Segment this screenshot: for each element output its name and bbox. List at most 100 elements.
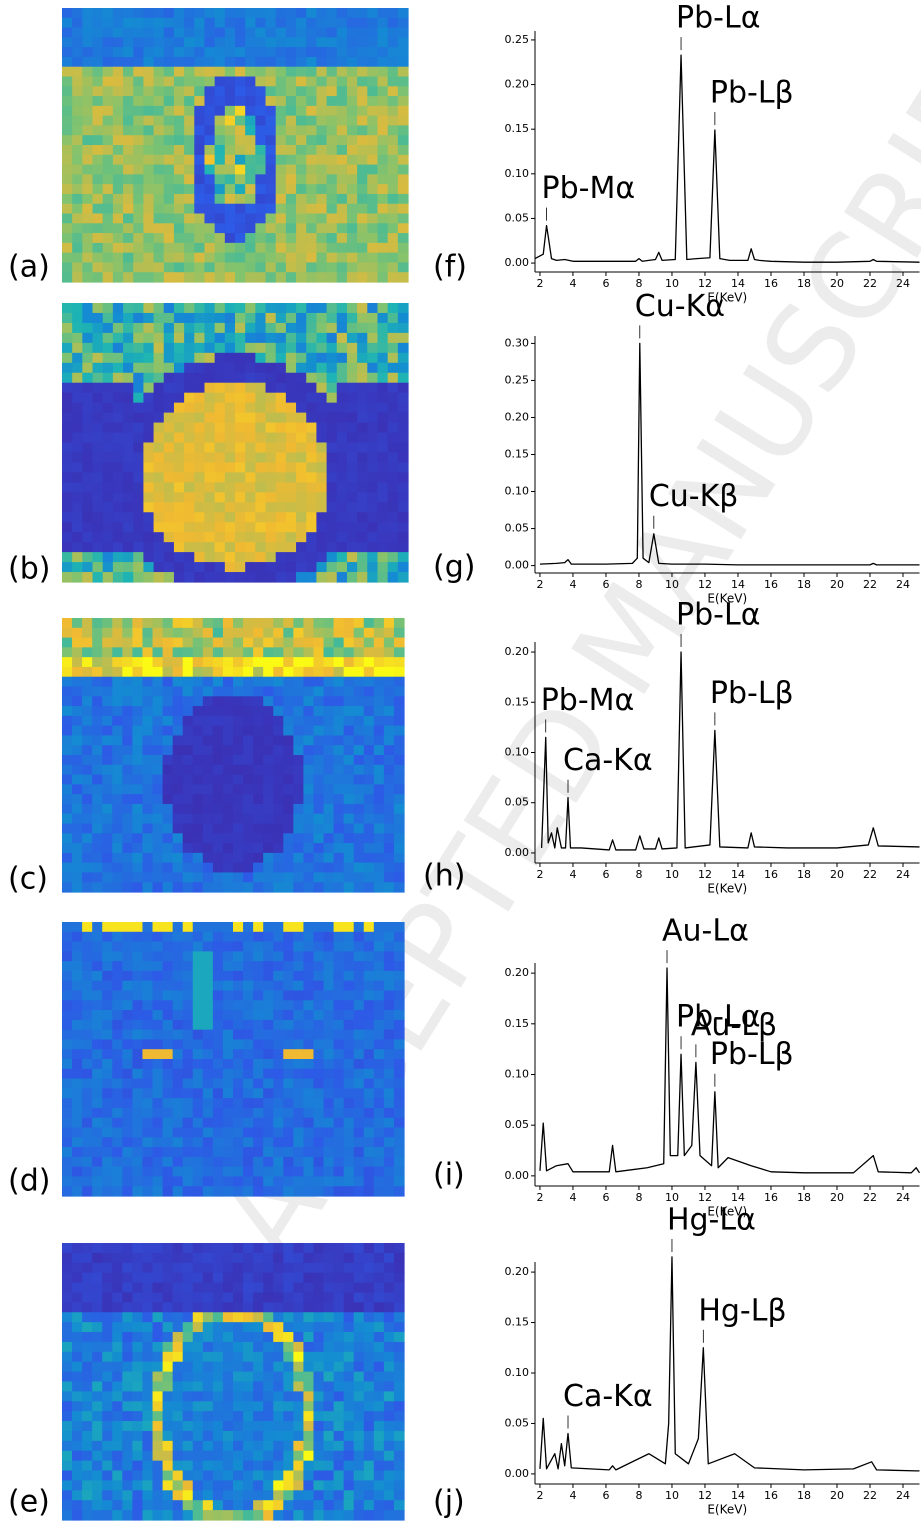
heatmap-cell bbox=[324, 1500, 335, 1510]
heatmap-cell bbox=[266, 174, 277, 184]
heatmap-cell bbox=[354, 1312, 365, 1322]
heatmap-cell bbox=[377, 106, 388, 116]
heatmap-cell bbox=[82, 96, 93, 106]
heatmap-cell bbox=[293, 638, 304, 648]
heatmap-cell bbox=[204, 262, 215, 272]
heatmap-cell bbox=[92, 991, 103, 1001]
heatmap-cell bbox=[398, 253, 409, 263]
heatmap-cell bbox=[273, 1490, 284, 1500]
heatmap-cell bbox=[62, 726, 73, 736]
heatmap-cell bbox=[357, 303, 368, 314]
y-tick-label: 0.15 bbox=[505, 695, 530, 708]
heatmap-cell bbox=[213, 765, 224, 775]
heatmap-cell bbox=[215, 512, 226, 523]
heatmap-cell bbox=[388, 562, 399, 573]
heatmap-cell bbox=[303, 824, 314, 834]
heatmap-cell bbox=[122, 863, 133, 873]
heatmap-cell bbox=[102, 1108, 113, 1118]
heatmap-cell bbox=[364, 1382, 375, 1392]
heatmap-cell bbox=[183, 638, 194, 648]
heatmap-cell bbox=[316, 423, 327, 434]
heatmap-cell bbox=[143, 502, 154, 513]
heatmap-cell bbox=[374, 1098, 385, 1108]
heatmap-cell bbox=[394, 1118, 405, 1128]
heatmap-cell bbox=[273, 1108, 284, 1118]
heatmap-cell bbox=[133, 106, 144, 116]
heatmap-cell bbox=[153, 696, 164, 706]
heatmap-cell bbox=[213, 775, 224, 785]
heatmap-cell bbox=[193, 1176, 204, 1186]
heatmap-cell bbox=[223, 687, 234, 697]
x-tick-label: 2 bbox=[536, 578, 543, 591]
heatmap-cell bbox=[132, 1049, 143, 1059]
heatmap-cell bbox=[122, 1118, 133, 1128]
heatmap-cell bbox=[153, 716, 164, 726]
heatmap-cell bbox=[223, 1253, 234, 1263]
heatmap-cell bbox=[384, 1342, 395, 1352]
heatmap-cell bbox=[255, 135, 266, 145]
heatmap-cell bbox=[283, 833, 294, 843]
heatmap-cell bbox=[204, 86, 215, 96]
heatmap-cell bbox=[142, 1069, 153, 1079]
heatmap-cell bbox=[233, 1352, 244, 1362]
heatmap-cell bbox=[193, 1059, 204, 1069]
heatmap-cell bbox=[203, 1362, 214, 1372]
heatmap-cell bbox=[235, 57, 246, 67]
heatmap-cell bbox=[193, 1490, 204, 1500]
heatmap-cell bbox=[183, 1382, 194, 1392]
heatmap-cell bbox=[132, 784, 143, 794]
heatmap-cell bbox=[113, 262, 124, 272]
heatmap-cell bbox=[62, 253, 73, 263]
heatmap-cell bbox=[243, 1322, 254, 1332]
heatmap-cell bbox=[293, 1342, 304, 1352]
heatmap-cell bbox=[398, 214, 409, 224]
heatmap-cell bbox=[213, 638, 224, 648]
heatmap-cell bbox=[174, 373, 185, 384]
heatmap-cell bbox=[223, 882, 234, 892]
heatmap-cell bbox=[164, 86, 175, 96]
heatmap-cell bbox=[72, 804, 83, 814]
heatmap-cell bbox=[113, 57, 124, 67]
heatmap-cell bbox=[174, 522, 185, 533]
heatmap-cell bbox=[344, 824, 355, 834]
heatmap-cell bbox=[62, 562, 73, 573]
heatmap-cell bbox=[153, 824, 164, 834]
heatmap-cell bbox=[173, 657, 184, 667]
heatmap-cell bbox=[122, 1157, 133, 1167]
heatmap-cell bbox=[213, 1147, 224, 1157]
heatmap-cell bbox=[173, 765, 184, 775]
heatmap-cell bbox=[394, 804, 405, 814]
heatmap-cell bbox=[354, 657, 365, 667]
heatmap-cell bbox=[367, 8, 378, 18]
heatmap-cell bbox=[394, 1332, 405, 1342]
heatmap-cell bbox=[327, 184, 338, 194]
heatmap-cell bbox=[93, 253, 104, 263]
heatmap-cell bbox=[263, 932, 274, 942]
heatmap-cell bbox=[225, 413, 236, 424]
heatmap-cell bbox=[367, 303, 378, 314]
heatmap-cell bbox=[173, 1382, 184, 1392]
y-tick-label: 0.05 bbox=[505, 796, 530, 809]
heatmap-cell bbox=[384, 1431, 395, 1441]
heatmap-cell bbox=[243, 765, 254, 775]
heatmap-cell bbox=[213, 1441, 224, 1451]
heatmap-cell bbox=[374, 1292, 385, 1302]
heatmap-cell bbox=[93, 174, 104, 184]
x-tick-label: 8 bbox=[635, 578, 642, 591]
heatmap-cell bbox=[132, 1480, 143, 1490]
heatmap-cell bbox=[374, 1283, 385, 1293]
heatmap-cell bbox=[193, 961, 204, 971]
heatmap-cell bbox=[344, 1118, 355, 1128]
heatmap-cell bbox=[293, 687, 304, 697]
heatmap-cell bbox=[364, 1167, 375, 1177]
heatmap-cell bbox=[364, 1322, 375, 1332]
heatmap-cell bbox=[122, 696, 133, 706]
heatmap-cell bbox=[143, 452, 154, 463]
heatmap-cell bbox=[286, 272, 297, 282]
heatmap-cell bbox=[255, 433, 266, 444]
heatmap-cell bbox=[233, 1118, 244, 1128]
heatmap-cell bbox=[354, 696, 365, 706]
heatmap-cell bbox=[303, 1039, 314, 1049]
heatmap-cell bbox=[273, 638, 284, 648]
heatmap-cell bbox=[357, 373, 368, 384]
